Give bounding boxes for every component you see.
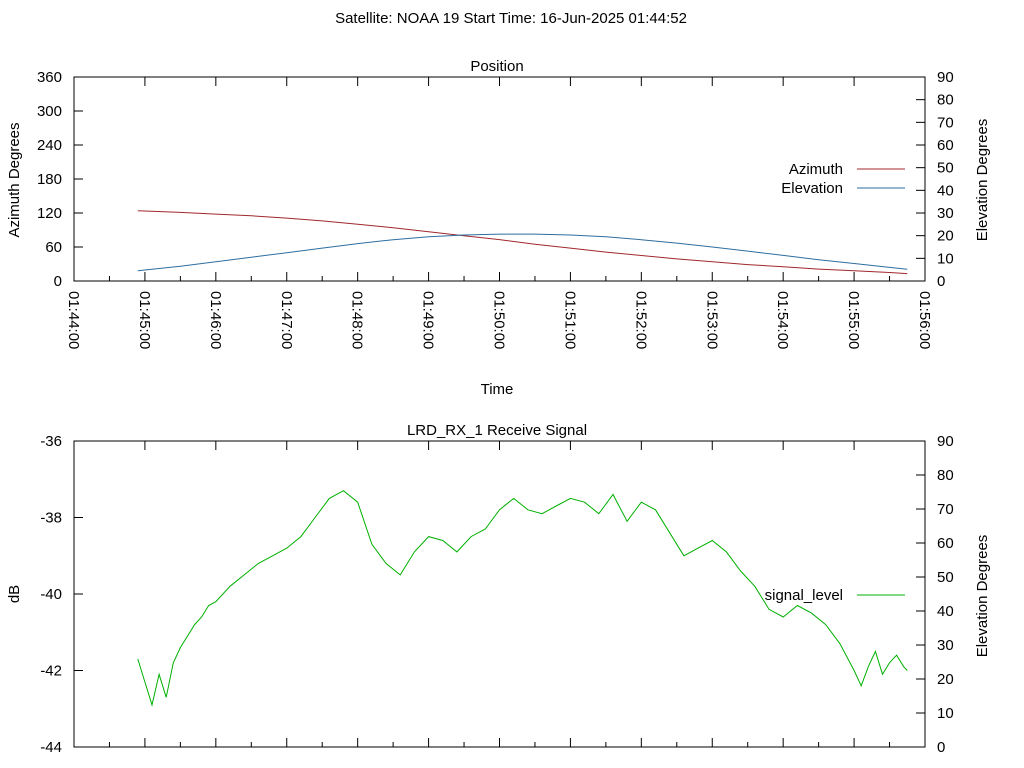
signal-series-signal-level-line: [137, 490, 908, 707]
signal-y-tick-label: -40: [40, 586, 62, 603]
position-x-tick-label: 01:56:00: [916, 291, 933, 349]
position-x-tick-label: 01:51:00: [561, 291, 578, 349]
signal-y2-tick-label: 80: [937, 467, 954, 484]
signal-y2-tick-label: 10: [937, 705, 954, 722]
signal-y-tick-label: -44: [40, 739, 62, 756]
position-y-tick-label: 300: [37, 103, 62, 120]
position-y2-tick-label: 30: [937, 205, 954, 222]
signal-y2-tick-label: 40: [937, 603, 954, 620]
signal-y-tick-label: -42: [40, 663, 62, 680]
position-x-tick-label: 01:50:00: [491, 291, 508, 349]
position-x-tick-label: 01:53:00: [703, 291, 720, 349]
position-y2-tick-label: 80: [937, 92, 954, 109]
position-y2-tick-label: 0: [937, 273, 945, 290]
signal-y2-tick-label: 90: [937, 433, 954, 450]
position-y-tick-label: 60: [45, 239, 62, 256]
position-x-tick-label: 01:55:00: [845, 291, 862, 349]
position-y-tick-label: 0: [54, 273, 62, 290]
position-y-tick-label: 360: [37, 69, 62, 86]
signal-y2-tick-label: 20: [937, 671, 954, 688]
position-legend-label-elevation: Elevation: [781, 180, 843, 197]
signal-plot-area: -44 -42 -40 -38 -36 0 10 20 30 40 50 60 70 80 90 signal…: [40, 433, 953, 756]
position-x-tick-label: 01:48:00: [349, 291, 366, 349]
position-y2-tick-label: 70: [937, 114, 954, 131]
signal-y2-tick-label: 30: [937, 637, 954, 654]
position-y2-tick-label: 60: [937, 137, 954, 154]
position-x-axis-label: Time: [481, 381, 514, 398]
signal-y2-axis-label: Elevation Degrees: [974, 535, 991, 658]
signal-y-tick-label: -36: [40, 433, 62, 450]
position-x-tick-label: 01:46:00: [207, 291, 224, 349]
position-x-tick-label: 01:45:00: [136, 291, 153, 349]
signal-y2-tick-label: 0: [937, 739, 945, 756]
position-legend-label-azimuth: Azimuth: [789, 161, 843, 178]
position-y2-tick-label: 40: [937, 182, 954, 199]
position-y-tick-label: 240: [37, 137, 62, 154]
page-title: Satellite: NOAA 19 Start Time: 16-Jun-20…: [335, 10, 687, 27]
position-x-tick-label: 01:44:00: [65, 291, 82, 349]
position-y-tick-label: 120: [37, 205, 62, 222]
position-y2-tick-label: 10: [937, 250, 954, 267]
signal-y-tick-label: -38: [40, 510, 62, 527]
position-y2-tick-label: 20: [937, 228, 954, 245]
position-y2-tick-label: 90: [937, 69, 954, 86]
signal-legend-label-signal-level: signal_level: [765, 587, 843, 604]
position-y-tick-label: 180: [37, 171, 62, 188]
signal-y2-tick-label: 50: [937, 569, 954, 586]
position-x-tick-label: 01:49:00: [420, 291, 437, 349]
position-y2-axis-label: Elevation Degrees: [974, 119, 991, 242]
position-plot-area: 0 60 120 180 240 300 360 0 10 20 30 40 50 60 70 80 90 01:…: [37, 69, 954, 349]
position-y2-tick-label: 50: [937, 160, 954, 177]
signal-y2-tick-label: 70: [937, 501, 954, 518]
position-series-elevation-line: [137, 233, 908, 272]
position-series-azimuth-line: [137, 210, 908, 275]
signal-chart-title: LRD_RX_1 Receive Signal: [407, 422, 587, 439]
position-x-tick-label: 01:47:00: [278, 291, 295, 349]
position-x-tick-label: 01:52:00: [632, 291, 649, 349]
position-x-tick-label: 01:54:00: [774, 291, 791, 349]
position-plot-border: [73, 76, 926, 282]
position-chart-title: Position: [470, 58, 523, 75]
position-y-axis-label: Azimuth Degrees: [6, 122, 23, 237]
signal-y-axis-label: dB: [6, 585, 23, 603]
signal-y2-tick-label: 60: [937, 535, 954, 552]
